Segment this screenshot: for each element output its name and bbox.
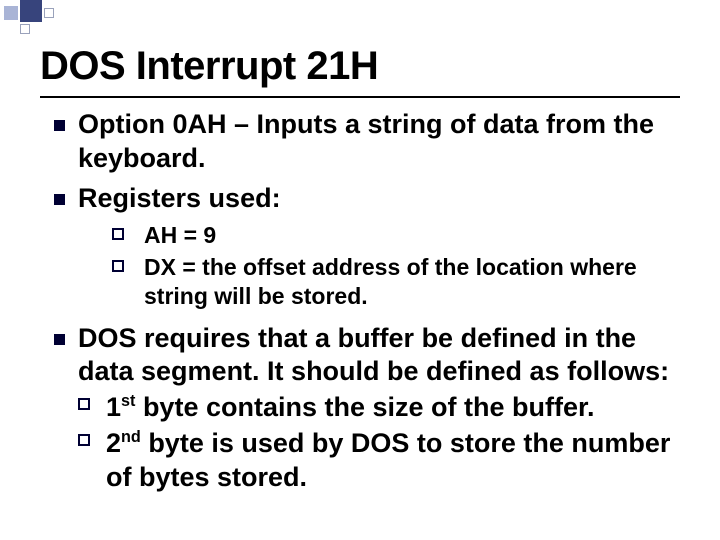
bullet-buffer-requirement: DOS requires that a buffer be defined in… <box>40 322 680 497</box>
sub-bullet-ah: AH = 9 <box>112 221 680 250</box>
bullet-registers-used: Registers used: <box>40 182 680 216</box>
bullet-option-0ah: Option 0AH – Inputs a string of data fro… <box>40 108 680 176</box>
hollow-square-bullet-icon <box>78 391 106 425</box>
bullet-text: Registers used: <box>78 182 281 216</box>
decor-square <box>44 8 54 18</box>
title-underline <box>40 96 680 98</box>
hollow-square-bullet-icon <box>78 427 106 495</box>
sub-bullet-text: AH = 9 <box>144 221 216 250</box>
buffer-req-text: DOS requires that a buffer be defined in… <box>78 323 669 387</box>
sub-bullet-text: DX = the offset address of the location … <box>144 253 680 312</box>
sub-bullet-text: 2nd byte is used by DOS to store the num… <box>106 427 680 495</box>
sub-bullet-first-byte: 1st byte contains the size of the buffer… <box>78 391 680 425</box>
hollow-square-bullet-icon <box>112 221 144 250</box>
decor-square <box>20 0 42 22</box>
slide-title: DOS Interrupt 21H <box>40 44 378 89</box>
decor-square <box>4 6 18 20</box>
decor-square <box>20 24 30 34</box>
hollow-square-bullet-icon <box>112 253 144 312</box>
corner-decor <box>0 0 720 36</box>
sub-bullet-dx: DX = the offset address of the location … <box>112 253 680 312</box>
bullet-text: DOS requires that a buffer be defined in… <box>78 322 680 497</box>
square-bullet-icon <box>40 108 78 176</box>
square-bullet-icon <box>40 182 78 216</box>
square-bullet-icon <box>40 322 78 497</box>
content-area: Option 0AH – Inputs a string of data fro… <box>40 108 680 502</box>
sub-bullet-second-byte: 2nd byte is used by DOS to store the num… <box>78 427 680 495</box>
registers-sublist: AH = 9 DX = the offset address of the lo… <box>112 221 680 311</box>
bullet-text: Option 0AH – Inputs a string of data fro… <box>78 108 680 176</box>
sub-bullet-text: 1st byte contains the size of the buffer… <box>106 391 595 425</box>
